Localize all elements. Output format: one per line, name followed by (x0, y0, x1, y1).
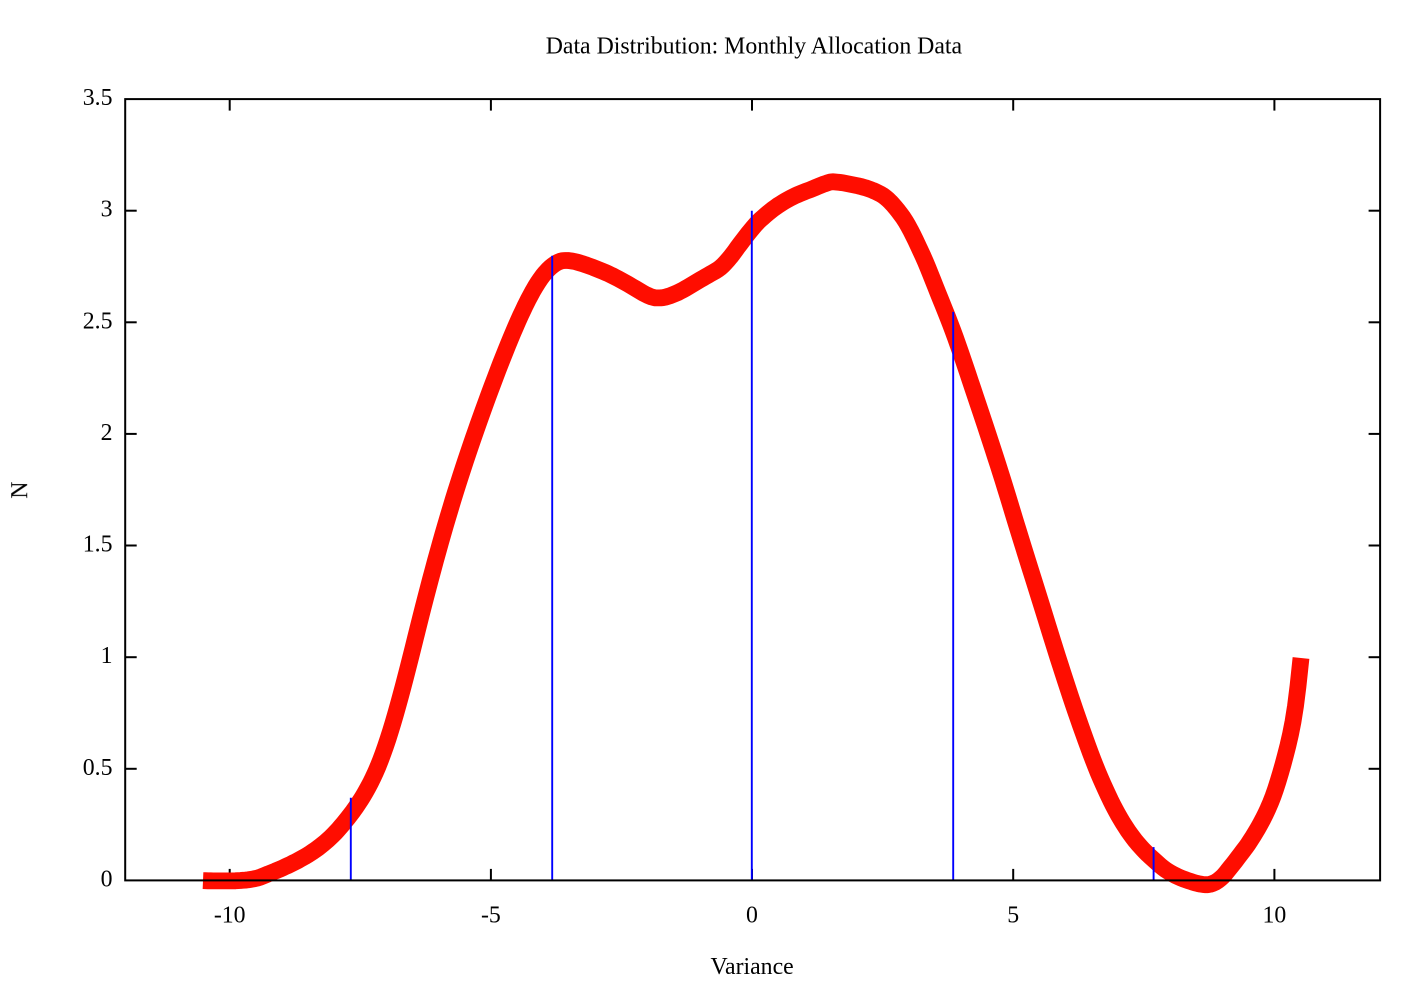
svg-text:-10: -10 (214, 903, 246, 929)
svg-text:2.5: 2.5 (83, 308, 113, 334)
svg-text:-5: -5 (481, 903, 501, 929)
svg-text:1: 1 (101, 643, 113, 669)
svg-text:10: 10 (1263, 903, 1287, 929)
svg-text:0.5: 0.5 (83, 755, 113, 781)
svg-text:N: N (7, 482, 33, 499)
svg-text:1.5: 1.5 (83, 532, 113, 558)
svg-text:3: 3 (101, 197, 113, 223)
svg-text:0: 0 (746, 903, 758, 929)
svg-text:0: 0 (101, 866, 113, 892)
svg-text:Variance: Variance (710, 954, 793, 980)
svg-text:5: 5 (1007, 903, 1019, 929)
svg-text:Data Distribution: Monthly All: Data Distribution: Monthly Allocation Da… (546, 34, 963, 60)
svg-text:3.5: 3.5 (83, 85, 113, 111)
svg-text:2: 2 (101, 420, 113, 446)
